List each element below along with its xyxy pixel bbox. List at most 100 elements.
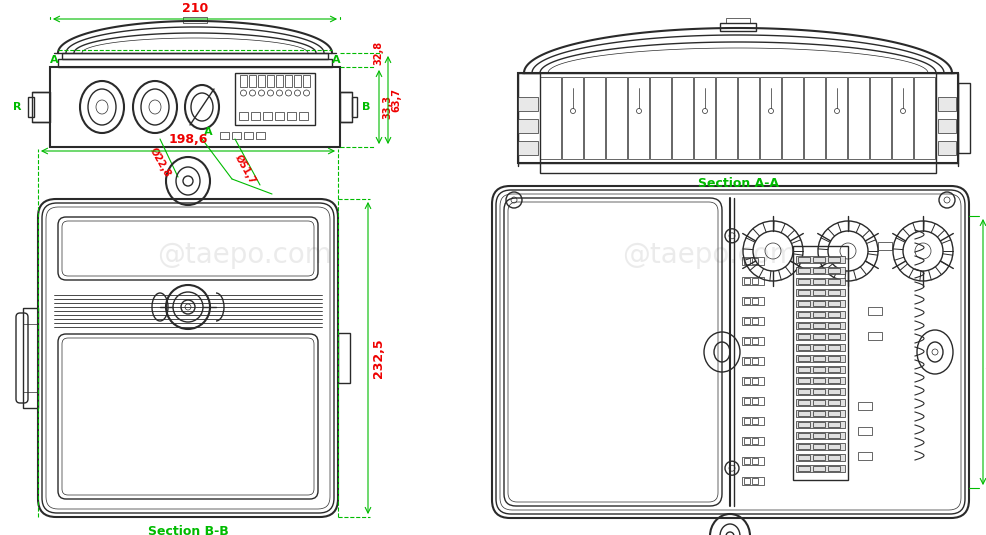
Bar	[760, 77, 781, 159]
Bar	[23, 392, 38, 408]
Bar	[848, 77, 869, 159]
Bar	[338, 333, 350, 383]
Bar	[798, 367, 810, 372]
Bar	[813, 279, 825, 284]
Bar	[744, 418, 750, 424]
Bar	[798, 389, 810, 394]
Bar	[828, 400, 840, 405]
Bar	[518, 73, 958, 163]
Bar	[796, 267, 845, 274]
Text: Ø22,8: Ø22,8	[148, 146, 173, 179]
Text: 198,6: 198,6	[169, 133, 208, 146]
Bar	[340, 92, 352, 122]
Bar	[694, 77, 715, 159]
Bar	[798, 290, 810, 295]
Bar	[796, 355, 845, 362]
Text: A: A	[49, 55, 58, 65]
Bar	[352, 97, 357, 117]
Bar	[50, 67, 340, 147]
Bar	[303, 75, 310, 87]
Text: A: A	[331, 55, 340, 65]
Bar	[804, 77, 824, 159]
Bar	[813, 290, 825, 295]
Bar	[726, 18, 750, 23]
Bar	[938, 97, 956, 111]
Bar	[828, 345, 840, 350]
Bar	[518, 73, 540, 163]
Bar	[828, 356, 840, 361]
Bar	[828, 444, 840, 449]
Bar	[742, 477, 764, 485]
Bar	[244, 132, 253, 139]
Bar	[744, 478, 750, 484]
Bar	[744, 378, 750, 384]
Bar	[796, 344, 845, 351]
Bar	[518, 141, 538, 155]
Bar	[828, 301, 840, 306]
Bar	[813, 389, 825, 394]
Bar	[828, 389, 840, 394]
Bar	[584, 77, 604, 159]
Text: @taepo.com: @taepo.com	[158, 241, 332, 269]
Bar	[798, 422, 810, 427]
Bar	[742, 457, 764, 465]
Bar	[23, 308, 38, 324]
Bar	[628, 77, 649, 159]
Bar	[23, 308, 38, 408]
Bar	[813, 334, 825, 339]
Bar	[183, 17, 207, 23]
Bar	[672, 77, 692, 159]
Bar	[249, 75, 256, 87]
Bar	[752, 418, 758, 424]
Bar	[813, 433, 825, 438]
Bar	[752, 458, 758, 464]
Bar	[938, 119, 956, 133]
Bar	[892, 77, 912, 159]
Bar	[796, 454, 845, 461]
Bar	[914, 77, 935, 159]
Bar	[813, 301, 825, 306]
Bar	[796, 399, 845, 406]
Bar	[742, 357, 764, 365]
Bar	[828, 334, 840, 339]
Bar	[858, 452, 872, 460]
Bar	[828, 268, 840, 273]
Bar	[868, 332, 882, 340]
Bar	[796, 333, 845, 340]
Bar	[287, 112, 296, 120]
Bar	[518, 119, 538, 133]
Bar	[744, 358, 750, 364]
Bar	[744, 438, 750, 444]
Bar	[798, 455, 810, 460]
Bar	[796, 289, 845, 296]
Bar	[813, 312, 825, 317]
Bar	[540, 77, 560, 159]
Text: 63,7: 63,7	[391, 88, 401, 112]
Bar	[793, 246, 848, 480]
Bar	[813, 444, 825, 449]
Bar	[744, 318, 750, 324]
Bar	[828, 422, 840, 427]
Bar	[235, 73, 315, 125]
Bar	[796, 388, 845, 395]
Bar	[220, 132, 229, 139]
Bar	[868, 307, 882, 315]
Bar	[32, 92, 50, 122]
Bar	[828, 455, 840, 460]
Bar	[752, 438, 758, 444]
Bar	[240, 75, 247, 87]
Bar	[62, 53, 328, 59]
Bar	[752, 258, 758, 264]
Bar	[752, 398, 758, 404]
Bar	[742, 377, 764, 385]
Bar	[798, 312, 810, 317]
Bar	[294, 75, 301, 87]
Bar	[232, 132, 241, 139]
Bar	[798, 356, 810, 361]
Bar	[258, 75, 265, 87]
Bar	[251, 112, 260, 120]
Bar	[752, 278, 758, 284]
Bar	[798, 444, 810, 449]
Bar	[813, 345, 825, 350]
Bar	[796, 410, 845, 417]
